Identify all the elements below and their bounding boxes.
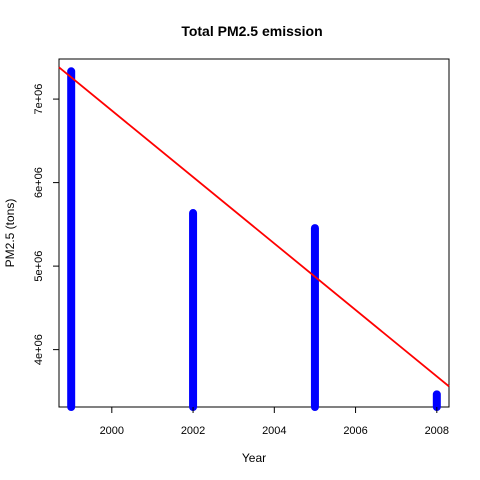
chart-title: Total PM2.5 emission <box>181 23 322 39</box>
bars-group <box>67 67 441 411</box>
x-tick-label-2008: 2008 <box>425 425 449 437</box>
y-axis-label: PM2.5 (tons) <box>3 199 17 268</box>
x-tick-label-2000: 2000 <box>100 425 124 437</box>
plot-area <box>58 58 450 408</box>
x-tick-label-2006: 2006 <box>343 425 367 437</box>
y-axis: 4e+06 5e+06 6e+06 7e+06 <box>33 84 59 365</box>
x-tick-label-2002: 2002 <box>181 425 205 437</box>
x-axis: 2000 2002 2004 2006 2008 <box>100 407 449 437</box>
y-tick-label-7000000: 7e+06 <box>33 84 45 115</box>
trend-line <box>58 66 450 388</box>
x-tick-label-2004: 2004 <box>262 425 286 437</box>
y-tick-label-6000000: 6e+06 <box>33 167 45 198</box>
y-tick-label-4000000: 4e+06 <box>33 334 45 365</box>
plot-frame <box>58 58 450 408</box>
trend-line-group <box>58 66 450 388</box>
y-tick-label-5000000: 5e+06 <box>33 251 45 282</box>
x-axis-label: Year <box>242 451 266 465</box>
